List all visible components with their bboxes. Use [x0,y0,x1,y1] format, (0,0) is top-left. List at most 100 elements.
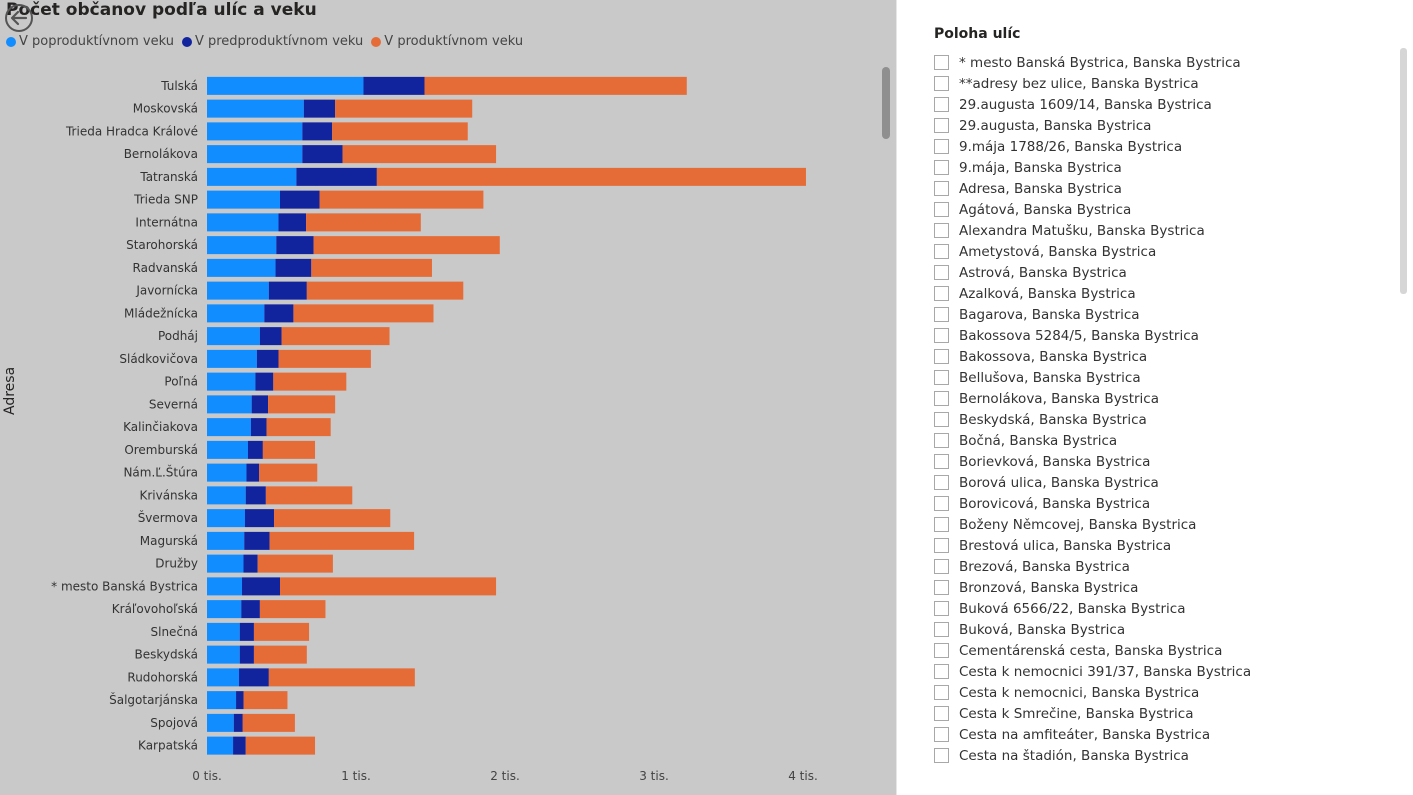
slicer-item[interactable]: Brezová, Banska Bystrica [934,556,1404,577]
bar-segment[interactable] [207,190,281,209]
slicer-checkbox[interactable] [934,139,949,154]
bar-segment[interactable] [207,167,297,186]
slicer-scrollbar[interactable] [1400,48,1407,294]
bar-segment[interactable] [319,190,484,209]
bar-segment[interactable] [207,349,257,368]
bar-segment[interactable] [207,691,237,710]
bar-segment[interactable] [280,190,320,209]
slicer-checkbox[interactable] [934,223,949,238]
slicer-checkbox[interactable] [934,727,949,742]
slicer-checkbox[interactable] [934,412,949,427]
bar-segment[interactable] [268,668,415,687]
slicer-checkbox[interactable] [934,559,949,574]
bar-segment[interactable] [246,463,260,482]
slicer-checkbox[interactable] [934,265,949,280]
slicer-item[interactable]: Cesta k Smrečine, Banska Bystrica [934,703,1404,724]
slicer-item[interactable]: Adresa, Banska Bystrica [934,178,1404,199]
slicer-item[interactable]: **adresy bez ulice, Banska Bystrica [934,73,1404,94]
slicer-item[interactable]: 9.mája 1788/26, Banska Bystrica [934,136,1404,157]
bar-segment[interactable] [207,213,279,232]
bar-segment[interactable] [256,349,279,368]
bar-segment[interactable] [233,736,246,755]
legend-item-poproduktivny[interactable]: V poproduktívnom veku [6,34,174,49]
bar-segment[interactable] [268,281,307,300]
bar-segment[interactable] [207,145,303,164]
slicer-item[interactable]: Cementárenská cesta, Banska Bystrica [934,640,1404,661]
slicer-item[interactable]: 29.augusta 1609/14, Banska Bystrica [934,94,1404,115]
bar-segment[interactable] [236,691,244,710]
bar-segment[interactable] [247,440,263,459]
slicer-item[interactable]: Cesta k nemocnici, Banska Bystrica [934,682,1404,703]
slicer-checkbox[interactable] [934,307,949,322]
bar-segment[interactable] [239,622,254,641]
bar-segment[interactable] [242,713,295,732]
slicer-item[interactable]: Azalková, Banska Bystrica [934,283,1404,304]
bar-segment[interactable] [251,395,269,414]
slicer-item[interactable]: Bagarova, Banska Bystrica [934,304,1404,325]
bar-segment[interactable] [242,577,281,596]
bar-segment[interactable] [363,76,425,95]
bar-segment[interactable] [207,258,276,277]
bar-segment[interactable] [278,349,371,368]
bar-segment[interactable] [243,554,258,573]
bar-segment[interactable] [245,736,316,755]
slicer-item[interactable]: 9.mája, Banska Bystrica [934,157,1404,178]
bar-segment[interactable] [207,736,234,755]
slicer-checkbox[interactable] [934,76,949,91]
slicer-item[interactable]: Bakossova 5284/5, Banska Bystrica [934,325,1404,346]
bar-segment[interactable] [280,577,497,596]
slicer-checkbox[interactable] [934,538,949,553]
slicer-item[interactable]: Alexandra Matušku, Banska Bystrica [934,220,1404,241]
bar-segment[interactable] [207,509,245,528]
slicer-checkbox[interactable] [934,496,949,511]
bar-segment[interactable] [259,463,318,482]
slicer-checkbox[interactable] [934,286,949,301]
bar-segment[interactable] [273,372,347,391]
bar-segment[interactable] [313,236,500,255]
slicer-checkbox[interactable] [934,748,949,763]
bar-segment[interactable] [207,327,260,346]
bar-segment[interactable] [262,440,316,459]
bar-segment[interactable] [207,122,303,141]
bar-segment[interactable] [207,622,240,641]
slicer-item[interactable]: Borová ulica, Banska Bystrica [934,472,1404,493]
bar-segment[interactable] [302,145,343,164]
slicer-item[interactable]: Boženy Němcovej, Banska Bystrica [934,514,1404,535]
bar-segment[interactable] [245,486,266,505]
bar-segment[interactable] [332,122,468,141]
slicer-checkbox[interactable] [934,202,949,217]
slicer-checkbox[interactable] [934,664,949,679]
bar-segment[interactable] [207,600,242,619]
slicer-item[interactable]: Borievková, Banska Bystrica [934,451,1404,472]
slicer-item[interactable]: Bernolákova, Banska Bystrica [934,388,1404,409]
slicer-checkbox[interactable] [934,454,949,469]
slicer-item[interactable]: Borovicová, Banska Bystrica [934,493,1404,514]
bar-segment[interactable] [207,304,265,323]
bar-segment[interactable] [253,645,307,664]
slicer-checkbox[interactable] [934,349,949,364]
slicer-checkbox[interactable] [934,391,949,406]
bar-segment[interactable] [302,122,333,141]
bar-segment[interactable] [207,531,245,550]
bar-segment[interactable] [253,622,310,641]
slicer-checkbox[interactable] [934,328,949,343]
slicer-checkbox[interactable] [934,244,949,259]
slicer-item[interactable]: * mesto Banská Bystrica, Banska Bystrica [934,52,1404,73]
bar-segment[interactable] [207,713,234,732]
bar-segment[interactable] [207,99,304,118]
bar-segment[interactable] [268,395,336,414]
bar-segment[interactable] [335,99,473,118]
slicer-checkbox[interactable] [934,118,949,133]
bar-segment[interactable] [259,600,326,619]
bar-segment[interactable] [278,213,307,232]
bar-segment[interactable] [241,600,260,619]
bar-segment[interactable] [239,645,254,664]
slicer-item[interactable]: Astrová, Banska Bystrica [934,262,1404,283]
bar-segment[interactable] [207,463,247,482]
slicer-checkbox[interactable] [934,601,949,616]
bar-segment[interactable] [207,645,240,664]
bar-segment[interactable] [233,713,243,732]
bar-segment[interactable] [274,509,391,528]
chart-scrollbar[interactable] [882,67,890,139]
bar-segment[interactable] [276,236,314,255]
